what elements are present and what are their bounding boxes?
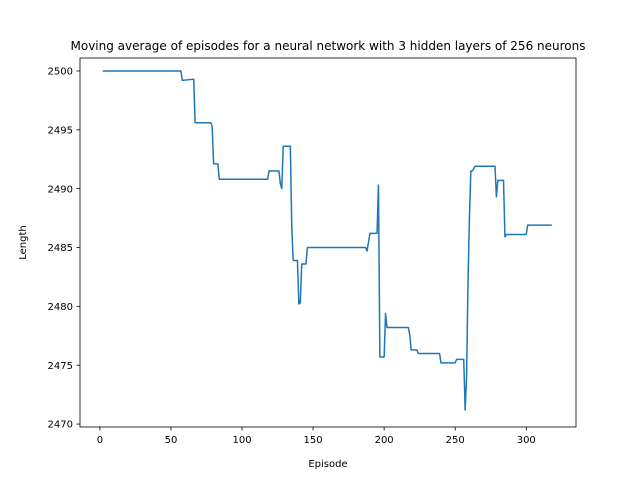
y-tick-label: 2480 — [48, 302, 73, 313]
x-tick-label: 150 — [304, 435, 323, 446]
y-axis-label: Length — [18, 225, 29, 260]
x-tick-label: 250 — [446, 435, 465, 446]
series-line-0 — [102, 70, 552, 411]
y-tick-label: 2485 — [48, 243, 73, 254]
y-tick-label: 2475 — [48, 361, 73, 372]
x-tick-label: 50 — [165, 435, 178, 446]
x-tick-label: 100 — [232, 435, 251, 446]
y-tick-label: 2500 — [48, 67, 73, 78]
plot-layer — [102, 70, 552, 411]
x-axis: 0 50 100 150 200 250 300 — [97, 427, 536, 446]
chart-title: Moving average of episodes for a neural … — [71, 39, 586, 53]
x-tick-label: 200 — [375, 435, 394, 446]
y-tick-label: 2490 — [48, 184, 73, 195]
y-tick-label: 2495 — [48, 125, 73, 136]
x-tick-label: 300 — [517, 435, 536, 446]
y-axis: 2470 2475 2480 2485 2490 2495 2500 — [48, 67, 80, 431]
y-tick-label: 2470 — [48, 420, 73, 431]
x-tick-label: 0 — [97, 435, 103, 446]
plot-frame — [79, 57, 577, 428]
x-axis-label: Episode — [308, 459, 347, 470]
